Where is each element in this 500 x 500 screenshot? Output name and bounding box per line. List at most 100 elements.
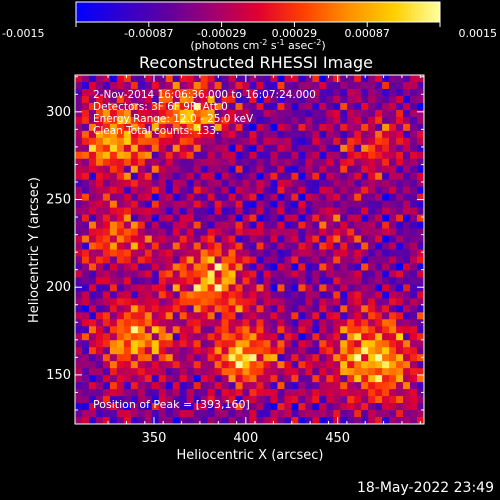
heatmap-pixel	[333, 410, 341, 418]
heatmap-pixel	[417, 326, 425, 334]
heatmap-pixel	[81, 179, 90, 188]
heatmap-pixel	[277, 256, 285, 264]
heatmap-pixel	[95, 263, 104, 271]
heatmap-pixel	[207, 95, 215, 104]
heatmap-pixel	[284, 354, 292, 362]
heatmap-pixel	[417, 382, 425, 390]
heatmap-pixel	[305, 417, 313, 425]
heatmap-pixel	[137, 207, 146, 215]
heatmap-pixel	[186, 284, 195, 292]
heatmap-pixel	[382, 333, 390, 341]
heatmap-pixel	[410, 354, 418, 362]
heatmap-pixel	[144, 340, 153, 348]
heatmap-pixel	[75, 137, 83, 146]
heatmap-pixel	[291, 228, 299, 236]
heatmap-pixel	[340, 298, 348, 306]
heatmap-pixel	[179, 81, 188, 90]
heatmap-pixel	[109, 277, 118, 285]
heatmap-pixel	[277, 305, 285, 313]
heatmap-pixel	[361, 305, 369, 313]
heatmap-pixel	[242, 263, 250, 271]
heatmap-pixel	[228, 417, 236, 425]
heatmap-pixel	[340, 389, 348, 397]
heatmap-pixel	[172, 81, 181, 90]
heatmap-pixel	[179, 319, 188, 327]
heatmap-pixel	[151, 88, 160, 97]
heatmap-pixel	[326, 249, 334, 257]
heatmap-pixel	[151, 165, 160, 174]
heatmap-pixel	[235, 333, 243, 341]
heatmap-pixel	[305, 228, 313, 236]
heatmap-pixel	[312, 277, 320, 285]
heatmap-pixel	[144, 116, 153, 125]
heatmap-pixel	[179, 186, 188, 195]
heatmap-pixel	[375, 382, 383, 390]
heatmap-pixel	[144, 158, 153, 167]
heatmap-pixel	[291, 298, 299, 306]
heatmap-pixel	[312, 144, 320, 153]
heatmap-pixel	[277, 207, 285, 215]
heatmap-pixel	[270, 277, 278, 285]
heatmap-pixel	[298, 284, 306, 292]
heatmap-pixel	[368, 396, 376, 404]
heatmap-pixel	[228, 291, 236, 299]
heatmap-pixel	[417, 242, 425, 250]
heatmap-pixel	[361, 389, 369, 397]
heatmap-pixel	[354, 144, 362, 153]
peak-position-label: Position of Peak = [393,160]	[93, 398, 250, 411]
heatmap-pixel	[242, 186, 250, 195]
heatmap-pixel	[235, 417, 243, 425]
heatmap-pixel	[340, 102, 348, 111]
heatmap-pixel	[158, 347, 167, 355]
heatmap-pixel	[333, 242, 341, 250]
heatmap-pixel	[249, 102, 257, 111]
heatmap-pixel	[165, 263, 174, 271]
heatmap-pixel	[256, 172, 264, 181]
heatmap-pixel	[158, 284, 167, 292]
heatmap-pixel	[326, 361, 334, 369]
chart-title: Reconstructed RHESSI Image	[139, 53, 373, 72]
heatmap-pixel	[235, 368, 243, 376]
heatmap-pixel	[361, 242, 369, 250]
heatmap-pixel	[270, 340, 278, 348]
heatmap-pixel	[263, 81, 271, 90]
heatmap-pixel	[102, 165, 111, 174]
heatmap-pixel	[410, 396, 418, 404]
heatmap-pixel	[291, 130, 299, 139]
heatmap-pixel	[123, 193, 132, 202]
heatmap-pixel	[102, 130, 111, 139]
heatmap-pixel	[95, 200, 104, 209]
heatmap-pixel	[144, 382, 153, 390]
heatmap-pixel	[214, 116, 222, 125]
heatmap-pixel	[109, 214, 118, 222]
heatmap-pixel	[102, 221, 111, 229]
heatmap-pixel	[347, 137, 355, 146]
heatmap-pixel	[326, 368, 334, 376]
heatmap-pixel	[137, 396, 146, 404]
heatmap-pixel	[375, 417, 383, 425]
heatmap-pixel	[340, 179, 348, 188]
heatmap-pixel	[354, 193, 362, 202]
heatmap-pixel	[417, 158, 425, 167]
heatmap-pixel	[179, 130, 188, 139]
heatmap-pixel	[186, 249, 195, 257]
heatmap-pixel	[270, 361, 278, 369]
heatmap-pixel	[193, 165, 202, 174]
heatmap-pixel	[284, 151, 292, 160]
heatmap-pixel	[354, 270, 362, 278]
heatmap-pixel	[102, 340, 111, 348]
heatmap-pixel	[228, 81, 236, 90]
heatmap-pixel	[95, 88, 104, 97]
heatmap-pixel	[109, 88, 118, 97]
heatmap-pixel	[382, 382, 390, 390]
heatmap-pixel	[151, 396, 160, 404]
heatmap-pixel	[95, 172, 104, 181]
heatmap-pixel	[368, 270, 376, 278]
heatmap-pixel	[263, 368, 271, 376]
heatmap-pixel	[228, 403, 236, 411]
heatmap-pixel	[109, 347, 118, 355]
heatmap-pixel	[165, 312, 174, 320]
heatmap-pixel	[172, 207, 181, 215]
heatmap-pixel	[179, 284, 188, 292]
heatmap-pixel	[277, 368, 285, 376]
